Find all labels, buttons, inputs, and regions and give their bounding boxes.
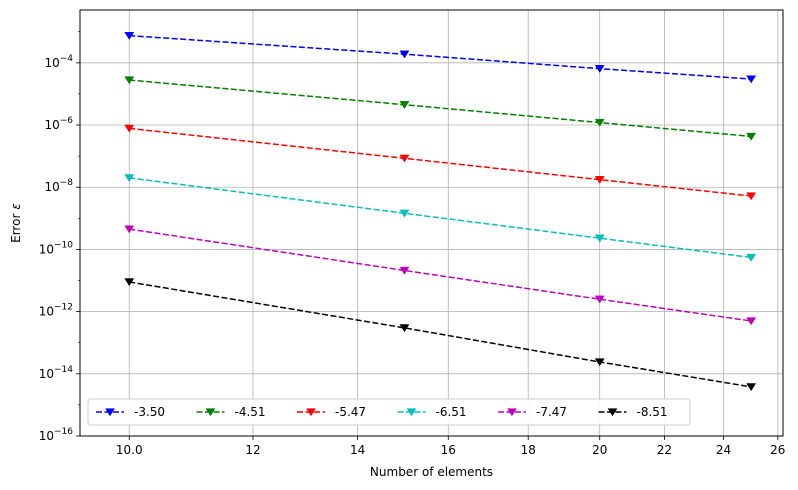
y-axis-label: Error ε (9, 203, 23, 243)
data-point (124, 31, 135, 40)
legend-marker (306, 408, 316, 417)
legend-item: -4.51 (196, 405, 266, 419)
data-point (124, 278, 135, 287)
data-point (746, 383, 757, 392)
data-point (399, 101, 410, 110)
plot-frame (79, 9, 784, 437)
series-group (124, 278, 757, 392)
legend-label: -5.47 (335, 405, 366, 419)
data-point (399, 50, 410, 59)
legend-label: -6.51 (436, 405, 467, 419)
data-point (594, 358, 605, 367)
data-point (124, 225, 135, 234)
data-point (399, 324, 410, 333)
x-tick-label: 20 (592, 443, 607, 457)
series-group (124, 225, 757, 326)
x-tick-label: 10.0 (116, 443, 143, 457)
x-tick-label: 24 (716, 443, 731, 457)
legend-label: -4.51 (235, 405, 266, 419)
series-layer (124, 31, 757, 392)
y-tick-label: 10−12 (39, 303, 73, 319)
data-point (399, 266, 410, 275)
y-tick-label: 10−8 (44, 178, 73, 194)
y-axis-label-symbol: ε (9, 203, 23, 210)
data-point (124, 76, 135, 85)
series-line (129, 281, 752, 388)
series-line (129, 127, 752, 197)
data-point (124, 174, 135, 183)
x-tick-label: 18 (521, 443, 536, 457)
legend-marker (507, 408, 517, 417)
legend: -3.50 -4.51 -5.47 -6.51 -7.47 -8.51 (87, 398, 691, 426)
series-line (129, 34, 752, 80)
x-tick-label: 12 (245, 443, 260, 457)
legend-marker (105, 408, 115, 417)
legend-label: -7.47 (536, 405, 567, 419)
data-point (746, 132, 757, 141)
legend-item: -6.51 (397, 405, 467, 419)
data-point (594, 234, 605, 243)
legend-label: -8.51 (637, 405, 668, 419)
series-group (124, 174, 757, 262)
legend-marker (406, 408, 417, 417)
x-axis-label: Number of elements (370, 465, 493, 479)
data-point (399, 209, 410, 218)
y-tick-label: 10−4 (44, 54, 73, 70)
x-tick-label: 14 (350, 443, 365, 457)
legend-marker (205, 408, 216, 417)
x-tick-label: 26 (770, 443, 785, 457)
series-line (129, 228, 752, 322)
data-point (594, 118, 605, 127)
legend-item: -3.50 (96, 405, 165, 419)
tick-layer: 10.0 12 14 16 18 20 22 24 26 10−16 10−14 10−12 10−10… (39, 31, 785, 457)
y-tick-label: 10−14 (39, 365, 74, 381)
x-tick-label: 22 (657, 443, 672, 457)
series-group (124, 76, 757, 141)
series-line (129, 79, 752, 138)
y-axis-label-text: Error (9, 214, 23, 243)
data-point (746, 75, 757, 84)
legend-item: -5.47 (297, 405, 366, 419)
legend-marker (607, 408, 618, 417)
data-point (594, 176, 605, 184)
y-tick-label: 10−6 (44, 116, 73, 132)
data-point (746, 253, 757, 262)
data-point (399, 154, 410, 163)
y-tick-label: 10−10 (39, 240, 74, 256)
data-point (746, 317, 757, 326)
data-point (594, 295, 605, 304)
y-tick-label: 10−16 (39, 427, 74, 443)
x-tick-label: 16 (441, 443, 456, 457)
legend-item: -7.47 (498, 405, 567, 419)
series-line (129, 177, 752, 259)
data-point (124, 124, 135, 133)
legend-label: -3.50 (134, 405, 165, 419)
data-point (594, 65, 605, 73)
legend-item: -8.51 (598, 405, 668, 419)
series-group (124, 124, 757, 201)
data-point (746, 192, 757, 201)
legend-box (87, 398, 691, 426)
series-group (124, 31, 757, 84)
